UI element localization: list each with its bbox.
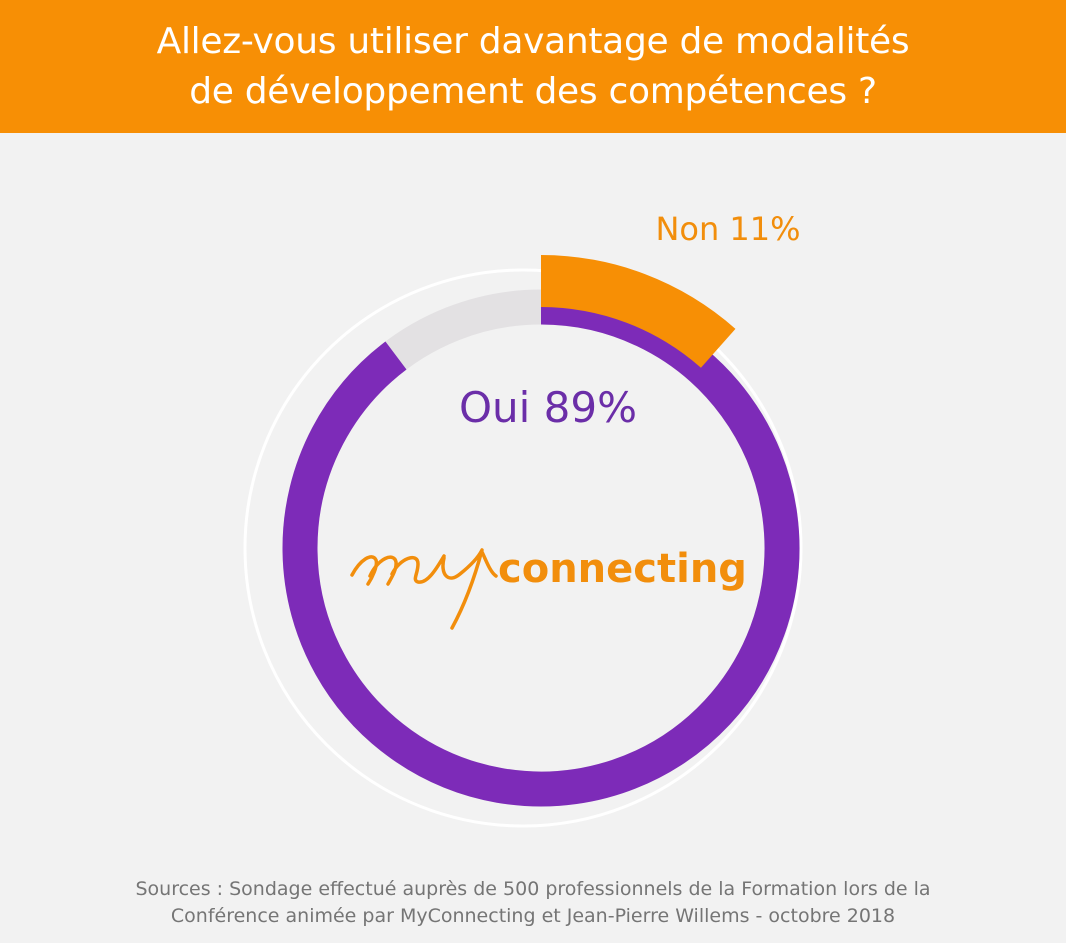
label-oui: Oui 89% bbox=[459, 383, 637, 432]
logo-my-script bbox=[350, 548, 498, 630]
label-non: Non 11% bbox=[655, 210, 800, 248]
myconnecting-logo: connecting bbox=[350, 546, 747, 630]
donut-slices bbox=[282, 255, 800, 807]
title-line-1: Allez-vous utiliser davantage de modalit… bbox=[156, 20, 910, 62]
source-line-1: Sources : Sondage effectué auprès de 500… bbox=[135, 878, 931, 900]
title-line-2: de développement des compétences ? bbox=[189, 70, 877, 112]
header-banner: Allez-vous utiliser davantage de modalit… bbox=[0, 0, 1066, 133]
slice-oui bbox=[282, 289, 800, 807]
chart-title: Allez-vous utiliser davantage de modalit… bbox=[33, 17, 1033, 117]
source-line-2: Conférence animée par MyConnecting et Je… bbox=[170, 905, 896, 927]
source-note: Sources : Sondage effectué auprès de 500… bbox=[0, 876, 1066, 930]
logo-connecting-text: connecting bbox=[498, 546, 747, 592]
slice-non bbox=[541, 255, 736, 368]
outer-guide-ring bbox=[243, 268, 803, 828]
